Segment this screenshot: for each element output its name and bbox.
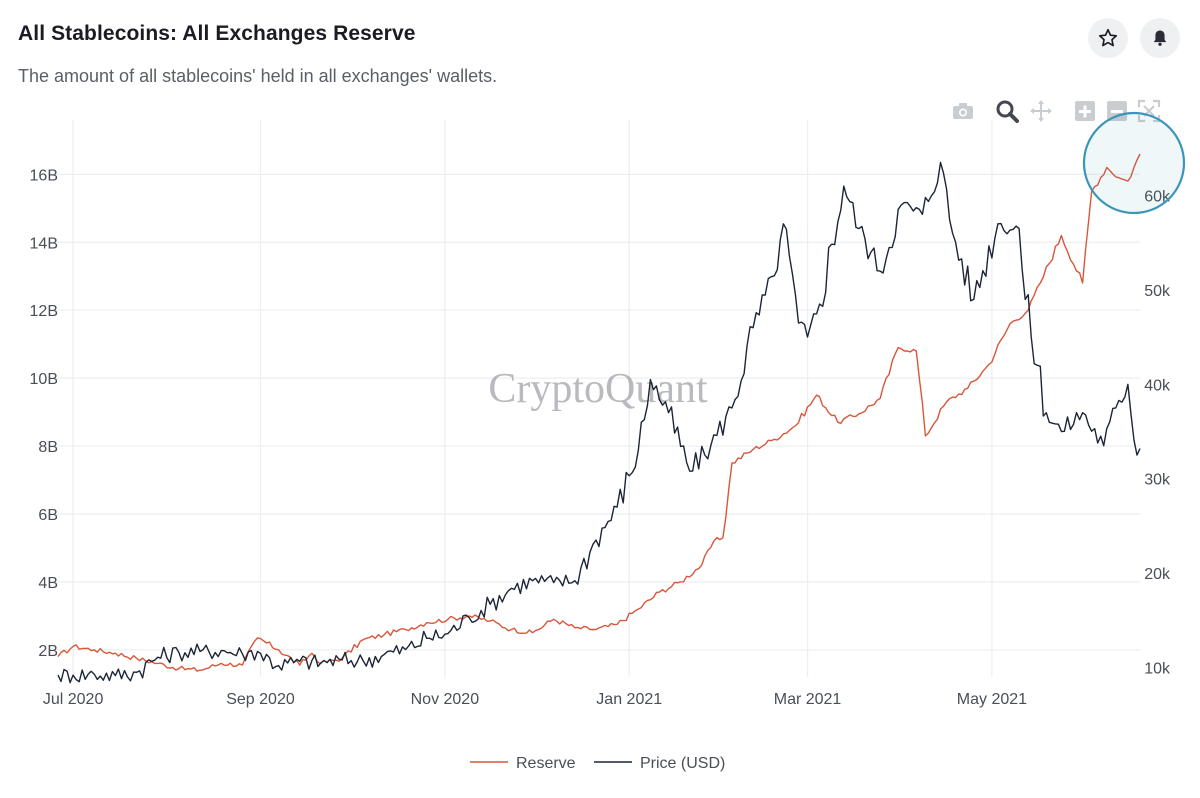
- y-right-tick-label: 20k: [1144, 566, 1171, 583]
- zoom-icon[interactable]: [994, 98, 1020, 124]
- camera-icon[interactable]: [950, 98, 976, 124]
- watermark-text: CryptoQuant: [488, 366, 708, 412]
- price-series-line: [57, 161, 1141, 684]
- y-left-tick-label: 10B: [30, 371, 58, 388]
- y-right-tick-label: 10k: [1144, 661, 1171, 678]
- x-tick-label: Nov 2020: [411, 691, 480, 708]
- y-left-tick-label: 6B: [38, 507, 58, 524]
- favorite-button[interactable]: [1088, 18, 1128, 58]
- y-left-tick-label: 2B: [38, 643, 58, 660]
- y-right-tick-label: 40k: [1144, 377, 1171, 394]
- autoscale-icon[interactable]: [1136, 98, 1162, 124]
- x-tick-label: Jan 2021: [596, 691, 662, 708]
- pan-icon[interactable]: [1028, 98, 1054, 124]
- y-right-tick-label: 50k: [1144, 283, 1171, 300]
- reserve-series-line: [57, 153, 1141, 672]
- x-tick-label: Jul 2020: [43, 691, 104, 708]
- bell-icon: [1153, 30, 1167, 46]
- x-tick-label: Mar 2021: [774, 691, 842, 708]
- zoom-in-icon[interactable]: [1072, 98, 1098, 124]
- x-tick-label: Sep 2020: [226, 691, 295, 708]
- highlight-circle: [1082, 111, 1186, 215]
- y-left-tick-label: 4B: [38, 575, 58, 592]
- chart-title: All Stablecoins: All Exchanges Reserve: [18, 22, 416, 45]
- y-right-tick-label: 30k: [1144, 472, 1171, 489]
- y-left-tick-label: 16B: [30, 167, 58, 184]
- star-icon: [1098, 28, 1118, 47]
- y-left-tick-label: 12B: [30, 303, 58, 320]
- y-left-tick-label: 8B: [38, 439, 58, 456]
- x-tick-label: May 2021: [957, 691, 1027, 708]
- legend-item-price[interactable]: Price (USD): [640, 755, 725, 772]
- zoom-out-icon[interactable]: [1104, 98, 1130, 124]
- y-left-tick-label: 14B: [30, 235, 58, 252]
- chart-subtitle: The amount of all stablecoins' held in a…: [18, 66, 498, 86]
- alert-button[interactable]: [1140, 18, 1180, 58]
- legend-item-reserve[interactable]: Reserve: [516, 755, 576, 772]
- y-right-tick-label: 60k: [1144, 189, 1171, 206]
